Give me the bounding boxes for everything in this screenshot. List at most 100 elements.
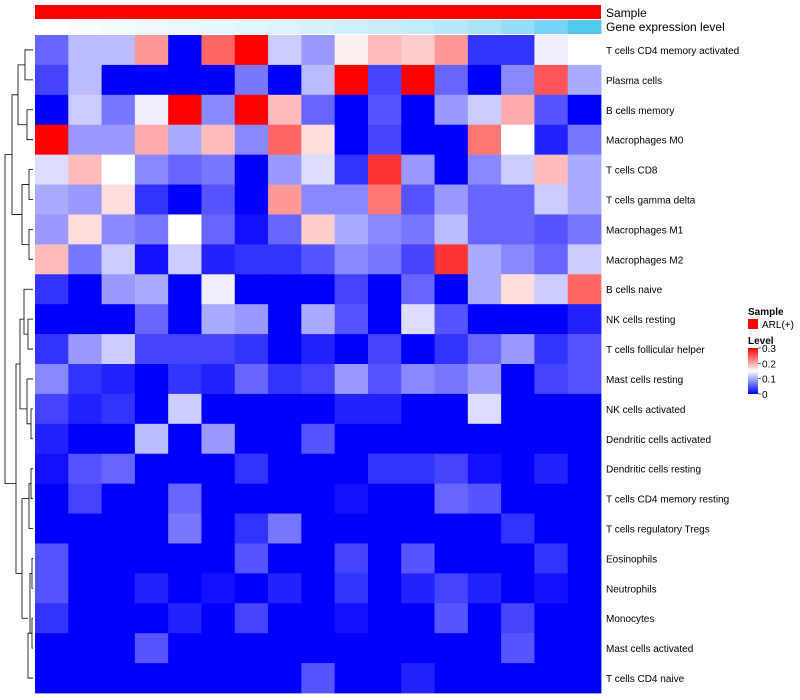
heatmap-cell: [201, 274, 236, 305]
heatmap-cell: [434, 603, 469, 634]
heatmap-cell: [268, 154, 302, 185]
expression-track-cell: [35, 20, 69, 34]
heatmap-cell: [434, 393, 469, 425]
dendrogram-branch: [19, 318, 27, 410]
heatmap-cell: [35, 35, 69, 66]
heatmap-cell: [434, 543, 469, 574]
heatmap-cell: [35, 423, 69, 455]
heatmap-cell: [401, 513, 435, 544]
heatmap-cells: [35, 35, 602, 694]
heatmap-cell: [201, 513, 236, 544]
legend: Sample ARL(+) Level 0.3 0.2 0.1 0: [748, 307, 794, 401]
heatmap-cell: [367, 573, 402, 604]
heatmap-cell: [68, 364, 102, 395]
row-label: T cells CD8: [606, 166, 658, 177]
heatmap-cell: [334, 35, 369, 66]
dendrogram-branch: [23, 288, 33, 335]
heatmap-cell: [434, 244, 469, 275]
heatmap-cell: [567, 513, 602, 544]
heatmap-cell: [301, 603, 336, 634]
heatmap-cell: [234, 543, 269, 574]
heatmap-cell: [334, 393, 369, 425]
heatmap-cell: [467, 453, 502, 485]
heatmap-cell: [101, 154, 136, 185]
heatmap-cell: [367, 423, 402, 455]
heatmap-cell: [234, 423, 269, 455]
heatmap-cell: [401, 543, 435, 574]
heatmap-cell: [234, 124, 269, 156]
heatmap-cell: [301, 393, 336, 425]
heatmap-cell: [367, 35, 402, 66]
dendrogram-branch: [28, 229, 33, 260]
heatmap-cell: [567, 543, 602, 574]
heatmap-cell: [234, 154, 269, 185]
heatmap-cell: [401, 663, 435, 694]
heatmap-cell: [367, 274, 402, 305]
heatmap-cell: [567, 214, 602, 245]
heatmap-cell: [401, 214, 435, 245]
heatmap-cell: [268, 94, 302, 126]
heatmap-cell: [567, 64, 602, 96]
heatmap-cell: [168, 154, 202, 185]
heatmap-cell: [401, 573, 435, 604]
heatmap-cell: [334, 94, 369, 126]
heatmap-cell: [234, 244, 269, 275]
heatmap-cell: [268, 483, 302, 514]
heatmap-cell: [501, 124, 535, 156]
expression-track-cell: [168, 20, 202, 34]
heatmap-cell: [501, 244, 535, 275]
heatmap-cell: [268, 124, 302, 156]
legend-sample-title: Sample: [748, 307, 784, 318]
heatmap-cell: [367, 184, 402, 215]
row-label: Macrophages M2: [606, 255, 684, 266]
heatmap-cell: [434, 184, 469, 215]
heatmap-cell: [134, 603, 169, 634]
heatmap-cell: [68, 214, 102, 245]
heatmap-cell: [534, 423, 569, 455]
heatmap-cell: [268, 334, 302, 365]
legend-level-title: Level: [748, 336, 774, 347]
heatmap-cell: [68, 573, 102, 604]
row-label: Monocytes: [606, 614, 654, 625]
heatmap-cell: [168, 603, 202, 634]
heatmap-cell: [168, 483, 202, 514]
heatmap-cell: [134, 453, 169, 485]
row-label: T cells gamma delta: [606, 196, 696, 207]
heatmap-cell: [367, 64, 402, 96]
heatmap-cell: [201, 244, 236, 275]
heatmap-cell: [301, 513, 336, 544]
heatmap-cell: [301, 423, 336, 455]
heatmap-cell: [301, 64, 336, 96]
heatmap-cell: [234, 334, 269, 365]
row-label: Mast cells activated: [606, 644, 693, 655]
heatmap-cell: [134, 184, 169, 215]
heatmap-cell: [234, 483, 269, 514]
dendrogram-branch: [24, 49, 33, 81]
heatmap-cell: [501, 364, 535, 395]
heatmap-cell: [35, 154, 69, 185]
heatmap-cell: [367, 513, 402, 544]
heatmap-cell: [201, 633, 236, 664]
heatmap-cell: [234, 603, 269, 634]
heatmap-cell: [201, 364, 236, 395]
heatmap-cell: [534, 573, 569, 604]
heatmap-cell: [68, 393, 102, 425]
heatmap-cell: [434, 364, 469, 395]
legend-sample-entry: ARL(+): [762, 320, 794, 331]
expression-track-cell: [534, 20, 569, 34]
heatmap-cell: [501, 304, 535, 335]
heatmap-cell: [168, 633, 202, 664]
heatmap-cell: [268, 64, 302, 96]
heatmap-cell: [268, 453, 302, 485]
expression-track-cell: [567, 20, 602, 34]
heatmap-cell: [201, 423, 236, 455]
heatmap-cell: [35, 274, 69, 305]
heatmap-cell: [168, 184, 202, 215]
heatmap-cell: [201, 573, 236, 604]
heatmap-cell: [334, 663, 369, 694]
heatmap-cell: [301, 633, 336, 664]
heatmap-cell: [35, 124, 69, 156]
legend-level-colorbar: [748, 348, 758, 394]
heatmap-cell: [201, 154, 236, 185]
